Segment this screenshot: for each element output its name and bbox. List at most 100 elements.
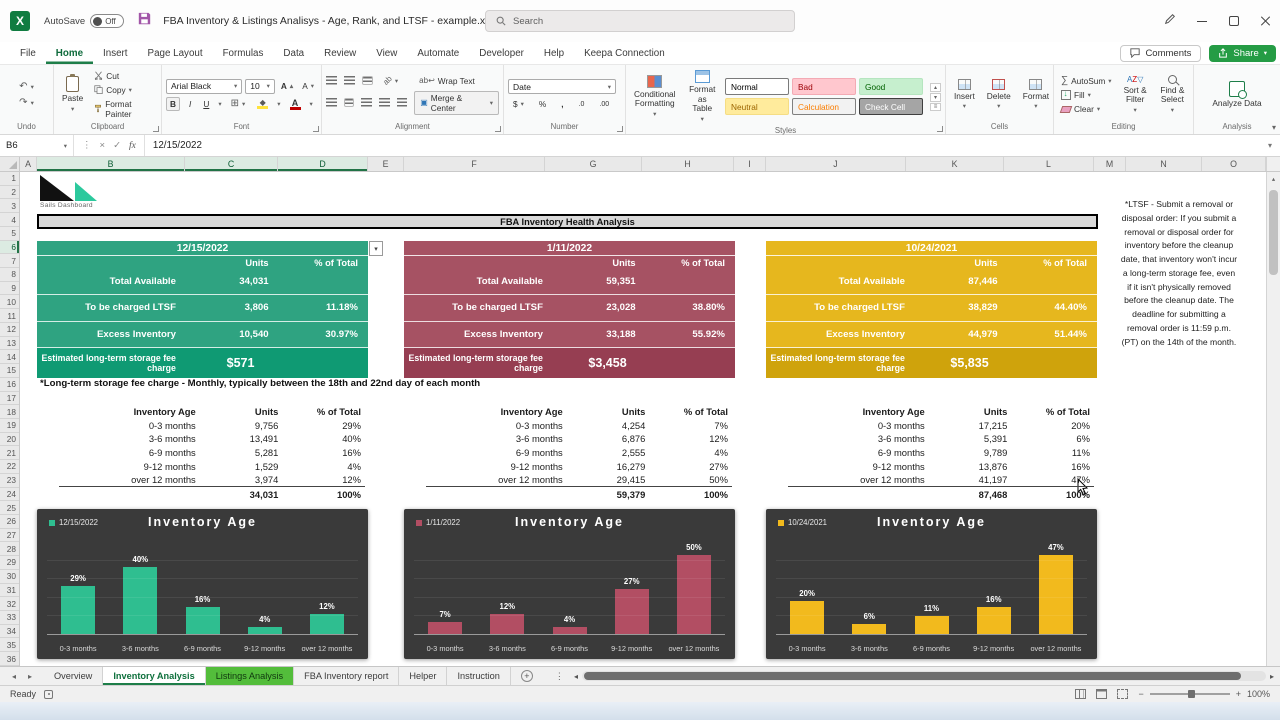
inventory-age-chart-2[interactable]: 1/11/2022 Inventory Age 7% 12% 4% 27% 50% 0-3 m… [404, 509, 735, 659]
autosave-toggle[interactable]: Off [90, 14, 125, 28]
row-header-15[interactable]: 15 [0, 364, 19, 378]
column-header-n[interactable]: N [1126, 157, 1202, 171]
column-header-f[interactable]: F [404, 157, 545, 171]
row-header-1[interactable]: 1 [0, 172, 19, 186]
sheet-tab-helper[interactable]: Helper [399, 667, 448, 685]
inventory-age-chart-1[interactable]: 12/15/2022 Inventory Age 29% 40% 16% 4% 12% 0-3… [37, 509, 368, 659]
menu-tab-insert[interactable]: Insert [103, 47, 128, 59]
column-header-g[interactable]: G [545, 157, 642, 171]
gallery-up-icon[interactable]: ▴ [930, 82, 941, 92]
menu-tab-review[interactable]: Review [324, 47, 357, 59]
menu-tab-automate[interactable]: Automate [417, 47, 460, 59]
panel-date-header[interactable]: 12/15/2022 [37, 241, 368, 256]
autosum-button[interactable]: ∑ AutoSum ▾ [1061, 75, 1112, 86]
row-header-33[interactable]: 33 [0, 611, 19, 625]
zoom-out-icon[interactable]: − [1138, 689, 1144, 699]
number-dialog-launcher-icon[interactable] [617, 126, 623, 132]
row-header-28[interactable]: 28 [0, 542, 19, 557]
name-box[interactable]: B6 ▾ [0, 135, 74, 156]
expand-formula-bar-icon[interactable]: ▾ [1267, 141, 1272, 150]
align-right-icon[interactable] [361, 98, 372, 107]
comma-button[interactable]: , [561, 99, 564, 109]
row-header-31[interactable]: 31 [0, 584, 19, 598]
scroll-left-icon[interactable]: ◂ [574, 671, 579, 681]
row-header-16[interactable]: 16 [0, 378, 19, 392]
row-header-17[interactable]: 17 [0, 392, 19, 406]
fill-color-button[interactable]: ◆ [254, 97, 271, 110]
date-dropdown-button[interactable]: ▾ [369, 241, 383, 256]
menu-tab-file[interactable]: File [20, 47, 36, 59]
menu-tab-home[interactable]: Home [46, 42, 93, 64]
align-bottom-icon[interactable] [362, 76, 373, 85]
column-header-c[interactable]: C [185, 157, 278, 171]
menu-tab-data[interactable]: Data [283, 47, 305, 59]
row-header-13[interactable]: 13 [0, 337, 19, 351]
analyze-data-button[interactable]: Analyze Data [1208, 69, 1265, 120]
collapse-ribbon-icon[interactable]: ▾ [1271, 123, 1276, 132]
redo-button[interactable]: ↷ ▾ [19, 97, 34, 108]
formula-input[interactable]: 12/15/2022 [152, 140, 202, 151]
alignment-dialog-launcher-icon[interactable] [495, 126, 501, 132]
menu-tab-keepa-connection[interactable]: Keepa Connection [584, 47, 665, 59]
column-header-o[interactable]: O [1202, 157, 1266, 171]
decrease-indent-icon[interactable] [378, 98, 390, 107]
minimize-button[interactable] [1196, 15, 1208, 27]
clear-button[interactable]: Clear ▾ [1058, 103, 1115, 115]
search-input[interactable]: Search [485, 10, 795, 32]
row-header-22[interactable]: 22 [0, 460, 19, 474]
next-sheet-icon[interactable]: ▸ [28, 671, 33, 681]
row-header-24[interactable]: 24 [0, 488, 19, 502]
insert-function-icon[interactable]: fx [129, 140, 136, 151]
decrease-decimal-button[interactable]: .00 [599, 100, 610, 108]
column-header-b[interactable]: B [37, 157, 185, 171]
row-header-30[interactable]: 30 [0, 570, 19, 584]
find-select-button[interactable]: Find & Select ▾ [1156, 69, 1189, 120]
pencil-icon[interactable] [1164, 12, 1176, 30]
add-sheet-button[interactable]: + [511, 667, 543, 685]
inventory-age-chart-3[interactable]: 10/24/2021 Inventory Age 20% 6% 11% 16% 47% 0-3… [766, 509, 1097, 659]
undo-button[interactable]: ↶ ▾ [19, 81, 34, 92]
underline-button[interactable]: U [203, 98, 210, 109]
sheet-canvas[interactable]: Sails Dashboard FBA Inventory Health Ana… [20, 172, 1266, 666]
vertical-scroll-thumb[interactable] [1269, 190, 1278, 275]
style-chip-normal[interactable]: Normal [725, 78, 789, 96]
row-header-10[interactable]: 10 [0, 295, 19, 310]
format-painter-button[interactable]: Format Painter [91, 98, 157, 120]
copy-button[interactable]: Copy ▾ [91, 84, 157, 96]
row-header-9[interactable]: 9 [0, 282, 19, 296]
row-header-14[interactable]: 14 [0, 350, 19, 365]
row-header-32[interactable]: 32 [0, 597, 19, 611]
confirm-entry-icon[interactable]: ✓ [113, 140, 122, 151]
column-header-i[interactable]: I [734, 157, 766, 171]
insert-cells-button[interactable]: Insert ▾ [950, 78, 979, 112]
style-chip-calculation[interactable]: Calculation [792, 98, 856, 116]
font-color-button[interactable]: A [287, 97, 304, 111]
maximize-button[interactable] [1228, 15, 1240, 27]
decrease-font-button[interactable]: A ▾ [302, 81, 314, 91]
conditional-formatting-button[interactable]: Conditional Formatting ▾ [630, 74, 680, 120]
menu-tab-formulas[interactable]: Formulas [222, 47, 264, 59]
row-header-35[interactable]: 35 [0, 638, 19, 653]
row-header-2[interactable]: 2 [0, 186, 19, 200]
row-header-7[interactable]: 7 [0, 254, 19, 269]
row-header-19[interactable]: 19 [0, 419, 19, 433]
align-top-icon[interactable] [326, 76, 337, 85]
cancel-entry-icon[interactable]: × [99, 140, 106, 151]
delete-cells-button[interactable]: Delete ▾ [983, 78, 1015, 112]
style-chip-check-cell[interactable]: Check Cell [859, 98, 923, 116]
align-center-icon[interactable] [343, 98, 355, 107]
wrap-text-button[interactable]: ab↩ Wrap Text [419, 75, 475, 86]
page-layout-view-icon[interactable] [1096, 689, 1108, 699]
increase-indent-icon[interactable] [396, 98, 408, 107]
paste-button[interactable]: Paste ▾ [58, 69, 87, 120]
sheet-tab-fba-inventory-report[interactable]: FBA Inventory report [294, 667, 400, 685]
gallery-more-icon[interactable]: ≡ [930, 102, 941, 111]
row-header-29[interactable]: 29 [0, 556, 19, 570]
fill-button[interactable]: Fill▾ [1058, 89, 1115, 101]
row-header-20[interactable]: 20 [0, 433, 19, 447]
macro-record-icon[interactable] [44, 689, 54, 699]
autosave-control[interactable]: AutoSave Off [44, 14, 125, 28]
sort-filter-button[interactable]: AZ▽ Sort & Filter ▾ [1123, 74, 1147, 114]
tab-splitter-icon[interactable]: ⋮ [554, 670, 565, 681]
number-format-select[interactable]: Date ▾ [508, 79, 616, 94]
